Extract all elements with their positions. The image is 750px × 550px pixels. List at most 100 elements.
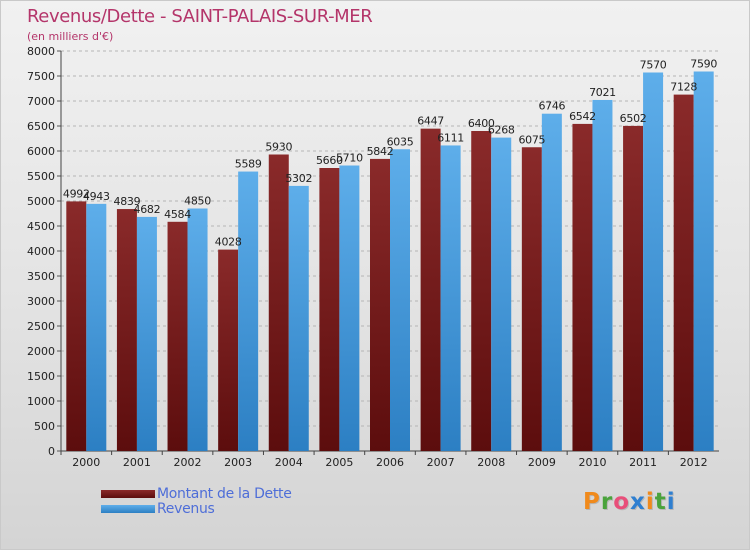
- x-tick-label: 2007: [427, 456, 455, 469]
- data-label-dette-2007: 6447: [417, 115, 444, 128]
- logo-letter: t: [654, 489, 667, 515]
- data-label-dette-2002: 4584: [164, 208, 191, 221]
- data-label-revenus-2008: 6268: [488, 124, 515, 137]
- bar-revenus-2011: [643, 72, 664, 451]
- y-tick-label: 2000: [27, 345, 55, 358]
- x-tick-label: 2000: [72, 456, 100, 469]
- proxiti-logo: Proxiti: [583, 489, 676, 515]
- bar-revenus-2012: [693, 71, 714, 451]
- y-tick-label: 7500: [27, 70, 55, 83]
- y-tick-label: 0: [48, 445, 55, 458]
- data-label-dette-2003: 4028: [215, 236, 242, 249]
- data-label-dette-2001: 4839: [114, 195, 141, 208]
- y-tick-label: 4000: [27, 245, 55, 258]
- data-label-dette-2005: 5660: [316, 154, 343, 167]
- y-tick-label: 1500: [27, 370, 55, 383]
- data-label-revenus-2007: 6111: [437, 131, 464, 144]
- bar-revenus-2010: [592, 99, 613, 451]
- bar-dette-2012: [673, 94, 694, 451]
- bar-revenus-2004: [288, 185, 309, 451]
- data-label-revenus-2011: 7570: [640, 59, 667, 72]
- data-label-revenus-2006: 6035: [387, 135, 414, 148]
- data-label-revenus-2010: 7021: [589, 86, 616, 99]
- bar-dette-2008: [471, 131, 492, 451]
- y-tick-label: 1000: [27, 395, 55, 408]
- bar-dette-2007: [420, 128, 441, 451]
- data-label-revenus-2012: 7590: [690, 58, 717, 71]
- bar-revenus-2009: [541, 113, 562, 451]
- data-label-revenus-2000: 4943: [83, 190, 110, 203]
- x-tick-label: 2002: [174, 456, 202, 469]
- data-label-revenus-2004: 5302: [285, 172, 312, 185]
- data-label-dette-2009: 6075: [518, 133, 545, 146]
- x-tick-label: 2005: [325, 456, 353, 469]
- bar-dette-2002: [167, 221, 188, 451]
- bar-revenus-2002: [187, 208, 208, 451]
- data-label-dette-2000: 4992: [63, 187, 90, 200]
- logo-letter: i: [645, 489, 655, 515]
- y-tick-label: 500: [34, 420, 55, 433]
- bars: [66, 71, 714, 452]
- bar-revenus-2005: [339, 165, 360, 451]
- y-tick-label: 6500: [27, 120, 55, 133]
- bar-revenus-2008: [491, 137, 512, 451]
- bar-dette-2004: [268, 154, 289, 451]
- logo-letter: x: [630, 489, 646, 515]
- bar-revenus-2007: [440, 145, 461, 451]
- bar-dette-2000: [66, 201, 87, 451]
- x-tick-label: 2011: [629, 456, 657, 469]
- bar-revenus-2000: [86, 203, 107, 451]
- x-tick-label: 2004: [275, 456, 303, 469]
- legend-label-revenus: Revenus: [157, 501, 215, 517]
- data-label-revenus-2005: 5710: [336, 152, 363, 165]
- y-tick-label: 2500: [27, 320, 55, 333]
- bar-dette-2005: [319, 168, 340, 451]
- x-tick-label: 2009: [528, 456, 556, 469]
- bar-revenus-2006: [390, 149, 410, 451]
- logo-letter: i: [666, 489, 676, 515]
- legend-label-dette: Montant de la Dette: [157, 486, 292, 502]
- y-tick-label: 7000: [27, 95, 55, 108]
- chart-subtitle: (en milliers d'€): [27, 30, 114, 43]
- logo-letter: P: [583, 489, 601, 515]
- bar-revenus-2001: [136, 216, 157, 451]
- bar-dette-2009: [521, 147, 542, 451]
- y-tick-label: 4500: [27, 220, 55, 233]
- legend-swatch-revenus: [101, 505, 155, 513]
- y-tick-label: 6000: [27, 145, 55, 158]
- data-label-revenus-2009: 6746: [538, 100, 565, 113]
- logo-letter: r: [600, 489, 614, 515]
- bar-dette-2011: [623, 125, 644, 452]
- y-tick-label: 3000: [27, 295, 55, 308]
- x-tick-label: 2008: [477, 456, 505, 469]
- y-tick-label: 8000: [27, 45, 55, 58]
- data-label-revenus-2003: 5589: [235, 158, 262, 171]
- bar-revenus-2003: [238, 171, 259, 452]
- x-tick-label: 2001: [123, 456, 151, 469]
- data-label-dette-2012: 7128: [670, 81, 697, 94]
- y-tick-label: 5500: [27, 170, 55, 183]
- data-label-revenus-2002: 4850: [184, 195, 211, 208]
- chart-title: Revenus/Dette - SAINT-PALAIS-SUR-MER: [27, 6, 373, 27]
- bar-dette-2006: [370, 158, 390, 451]
- data-label-dette-2010: 6542: [569, 110, 596, 123]
- bar-dette-2010: [572, 123, 593, 452]
- data-label-dette-2004: 5930: [265, 141, 292, 154]
- x-tick-label: 2006: [376, 456, 404, 469]
- y-tick-label: 3500: [27, 270, 55, 283]
- data-label-revenus-2001: 4682: [134, 203, 161, 216]
- x-tick-label: 2012: [680, 456, 708, 469]
- x-tick-label: 2003: [224, 456, 252, 469]
- data-label-dette-2011: 6502: [620, 112, 647, 125]
- bar-dette-2003: [218, 249, 239, 451]
- legend-swatch-dette: [101, 490, 155, 498]
- data-label-dette-2008: 6400: [468, 117, 495, 130]
- data-label-dette-2006: 5842: [367, 145, 394, 158]
- logo-letter: o: [613, 489, 631, 515]
- y-tick-label: 5000: [27, 195, 55, 208]
- bar-dette-2001: [116, 209, 137, 451]
- x-tick-label: 2010: [578, 456, 606, 469]
